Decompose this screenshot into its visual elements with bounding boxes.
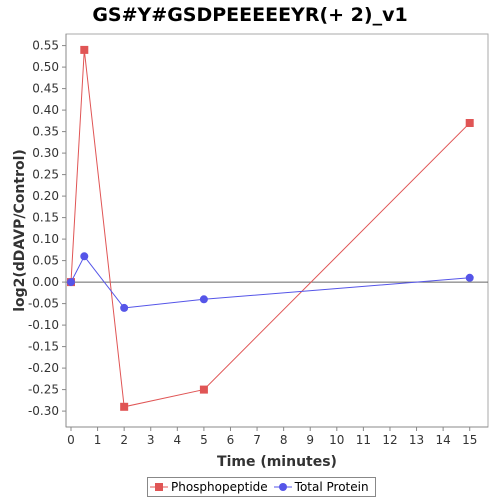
data-point-phosphopeptide bbox=[80, 45, 89, 54]
legend-label-total-protein: Total Protein bbox=[294, 480, 369, 494]
data-point-total-protein bbox=[199, 295, 208, 304]
legend-label-phosphopeptide: Phosphopeptide bbox=[171, 480, 268, 494]
x-tick-label: 4 bbox=[174, 433, 182, 447]
x-tick-label: 14 bbox=[435, 433, 450, 447]
x-tick-label: 15 bbox=[462, 433, 477, 447]
y-tick-label: 0.30 bbox=[32, 146, 59, 160]
x-tick-label: 0 bbox=[67, 433, 75, 447]
y-tick-label: 0.15 bbox=[32, 211, 59, 225]
y-tick-label: 0.55 bbox=[32, 39, 59, 53]
y-tick-label: -0.15 bbox=[28, 340, 59, 354]
data-point-phosphopeptide bbox=[199, 385, 208, 394]
x-tick-label: 7 bbox=[253, 433, 261, 447]
data-point-total-protein bbox=[80, 252, 89, 261]
data-point-total-protein bbox=[67, 278, 75, 287]
data-point-phosphopeptide bbox=[120, 402, 129, 411]
x-tick-label: 11 bbox=[356, 433, 371, 447]
y-tick-label: -0.25 bbox=[28, 383, 59, 397]
plot-frame bbox=[65, 33, 489, 428]
y-tick-label: 0.05 bbox=[32, 254, 59, 268]
y-tick-label: 0.25 bbox=[32, 168, 59, 182]
legend-item-total-protein: Total Protein bbox=[273, 480, 369, 494]
y-tick-label: 0.50 bbox=[32, 60, 59, 74]
y-tick-label: 0.45 bbox=[32, 82, 59, 96]
legend: Phosphopeptide Total Protein bbox=[147, 477, 376, 497]
data-point-phosphopeptide bbox=[465, 119, 474, 127]
y-tick-label: 0.00 bbox=[32, 275, 59, 289]
x-tick-label: 6 bbox=[227, 433, 235, 447]
series-layer bbox=[67, 45, 474, 411]
series-total-protein bbox=[67, 252, 474, 312]
x-tick-label: 13 bbox=[409, 433, 424, 447]
y-tick-label: -0.20 bbox=[28, 361, 59, 375]
x-tick-label: 2 bbox=[120, 433, 128, 447]
y-tick-label: -0.10 bbox=[28, 318, 59, 332]
x-axis-title: Time (minutes) bbox=[217, 454, 337, 470]
y-tick-label: 0.10 bbox=[32, 232, 59, 246]
x-tick-label: 5 bbox=[200, 433, 208, 447]
x-tick-label: 12 bbox=[382, 433, 397, 447]
chart-title: GS#Y#GSDPEEEEEYR(+ 2)_v1 bbox=[92, 4, 408, 26]
legend-swatch-square bbox=[150, 483, 168, 491]
legend-swatch-circle bbox=[273, 483, 292, 491]
y-tick-label: 0.35 bbox=[32, 125, 59, 139]
x-tick-label: 1 bbox=[94, 433, 102, 447]
y-axis-title: log2(dDAVP/Control) bbox=[12, 149, 28, 312]
axes: -0.30 -0.25 -0.20 -0.15 -0.10 -0.05 0.00 0.05 0.… bbox=[28, 34, 488, 447]
y-tick-label: 0.20 bbox=[32, 189, 59, 203]
x-tick-label: 9 bbox=[306, 433, 314, 447]
data-point-total-protein bbox=[120, 303, 129, 312]
x-tick-label: 3 bbox=[147, 433, 155, 447]
y-tick-label: 0.40 bbox=[32, 103, 59, 117]
x-tick-label: 10 bbox=[329, 433, 344, 447]
legend-item-phosphopeptide: Phosphopeptide bbox=[150, 480, 268, 494]
plot-area bbox=[65, 33, 489, 428]
data-point-total-protein bbox=[465, 273, 474, 282]
x-tick-label: 8 bbox=[280, 433, 288, 447]
y-tick-label: -0.30 bbox=[28, 404, 59, 418]
y-tick-label: -0.05 bbox=[28, 297, 59, 311]
